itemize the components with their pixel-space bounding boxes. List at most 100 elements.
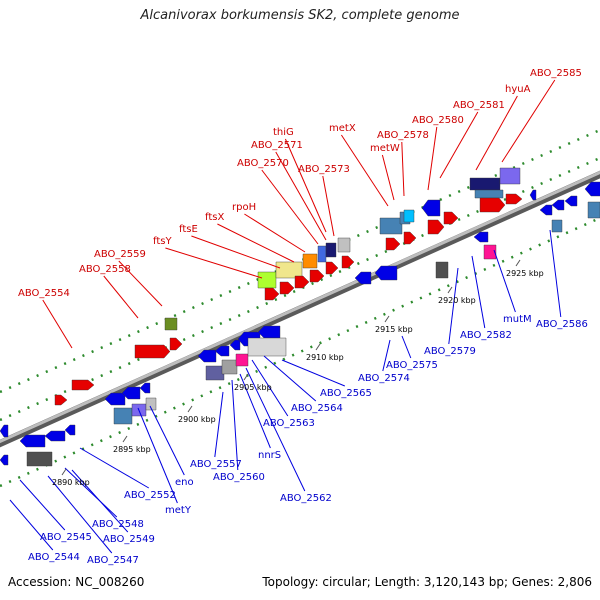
gene-feature [26,451,53,467]
gene-feature [354,271,372,285]
leader-line [214,391,224,458]
gene-feature [164,317,178,331]
gene-feature [584,181,600,197]
leader-line [245,367,306,492]
gene-feature [499,167,521,185]
gene-label: ABO_2562 [280,493,332,504]
leader-line [427,126,438,191]
leader-line [471,255,486,329]
leader-line [79,447,150,489]
gene-label: ABO_2560 [213,472,265,483]
gene-label: ABO_2558 [79,264,131,275]
gene-label: ftsY [153,236,172,247]
gene-label: ABO_2559 [94,249,146,260]
gene-label: ABO_2579 [424,346,476,357]
gene-feature [19,434,46,448]
tick-label: 2910 kbp [306,353,344,362]
gene-feature [205,365,225,381]
gene-feature [325,261,339,275]
gene-feature [403,209,415,223]
backbone-highlight [0,170,600,444]
gene-feature [473,231,489,243]
leader-line [439,111,479,179]
accession-text: Accession: NC_008260 [8,575,145,589]
gene-label: ABO_2547 [87,555,139,566]
leader-line [191,235,281,269]
gene-feature [235,353,249,367]
leader-line [382,339,391,372]
gene-label: ABO_2570 [237,158,289,169]
gene-feature [469,177,501,191]
gene-feature [317,245,327,263]
leader-line [284,138,327,233]
gene-label: metY [165,505,192,516]
gene-feature [325,242,337,258]
gene-feature [0,454,9,466]
gene-label: ABO_2573 [298,164,350,175]
tick-marks: 2890 kbp 2895 kbp 2900 kbp 2905 kbp 2910 kbp… [52,259,544,487]
tick-label: 2915 kbp [375,325,413,334]
gene-label: ABO_2557 [190,459,242,470]
tick-mark [515,259,521,267]
gene-feature [427,219,445,235]
gene-feature [279,281,295,295]
gene-label: eno [175,477,194,488]
gene-label: ABO_2544 [28,552,80,563]
leader-line [549,229,562,318]
gene-feature [121,386,141,400]
leader-line [118,260,163,307]
leader-line [71,469,129,533]
gene-feature [71,379,95,391]
gene-feature [421,199,441,217]
leader-line [281,359,345,387]
tick-label: 2925 kbp [506,269,544,278]
gene-label: metX [329,123,356,134]
leader-line [19,479,66,531]
tick-label: 2905 kbp [234,383,272,392]
gene-feature [54,394,68,406]
leader-line [137,407,178,504]
gene-feature [221,359,238,375]
leader-line [401,141,405,197]
tick-mark [187,405,193,413]
gene-feature [264,287,280,301]
tick-mark [447,286,453,294]
gene-feature [539,204,553,216]
gene-feature [302,253,318,269]
tick-label: 2895 kbp [113,445,151,454]
gene-feature [294,275,310,289]
gene-label: ABO_2571 [251,140,303,151]
gene-label: thiG [273,127,294,138]
gene-label: ABO_2549 [103,534,155,545]
gene-label: ABO_2554 [18,288,70,299]
leader-line [263,355,317,402]
gene-label: ABO_2578 [377,130,429,141]
gene-feature [145,397,157,411]
gene-label: ABO_2581 [453,100,505,111]
leader-line [275,151,327,241]
backbone-shadow [0,170,600,448]
leader-line [475,95,518,171]
gene-label: ABO_2586 [536,319,588,330]
gene-feature [529,189,537,201]
gene-feature [44,430,66,442]
tick-mark [315,343,321,351]
gene-feature [483,244,497,260]
gene-label: ABO_2585 [530,68,582,79]
leader-line [501,79,556,163]
gene-label: ABO_2575 [386,360,438,371]
gene-feature [275,261,303,279]
gene-feature [551,219,563,233]
gene-feature [0,424,9,438]
gene-feature [169,337,183,351]
leader-line [251,359,289,417]
gene-label: ABO_2552 [124,490,176,501]
gene-label: mutM [503,314,532,325]
gene-feature [113,407,133,425]
label-leader-lines [9,79,562,554]
gene-feature [341,255,355,269]
gene-feature [435,261,449,279]
gene-label: ftsE [179,224,198,235]
leader-line [401,335,412,359]
